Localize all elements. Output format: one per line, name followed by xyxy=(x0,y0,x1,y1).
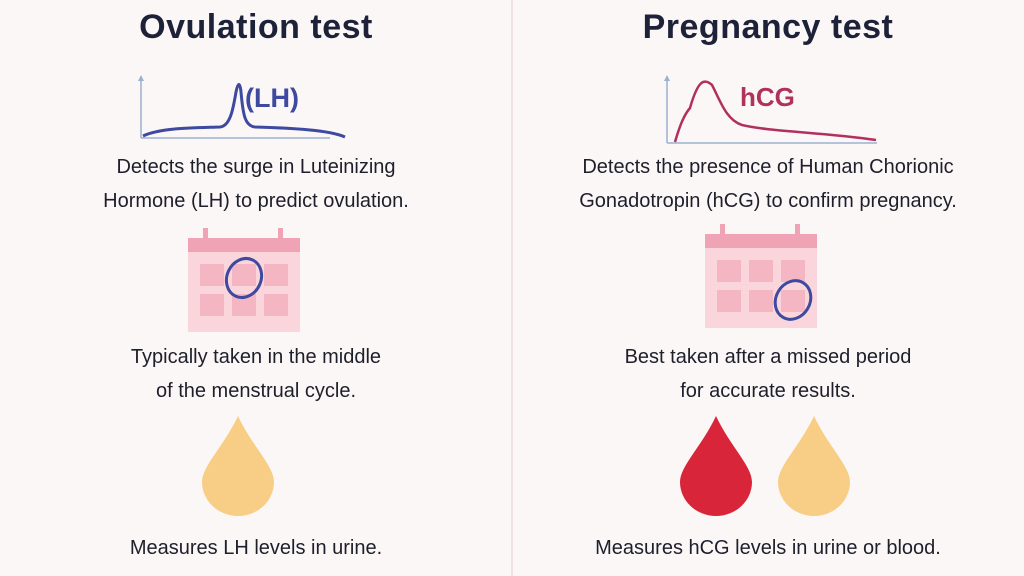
pregnancy-timing: Best taken after a missed period for acc… xyxy=(512,340,1024,408)
hcg-curve-graph: hCG xyxy=(664,75,877,144)
urine-drop-icon xyxy=(202,416,274,516)
ovulation-title: Ovulation test xyxy=(139,8,373,46)
pregnancy-description: Detects the presence of Human Chorionic … xyxy=(512,150,1024,218)
column-divider xyxy=(511,0,513,576)
description-line: Gonadotropin (hCG) to confirm pregnancy. xyxy=(579,190,957,212)
ovulation-column: Ovulation test (LH) Detects the surge in… xyxy=(0,8,512,559)
blood-drop-icon xyxy=(680,416,752,516)
ovulation-description: Detects the surge in Luteinizing Hormone… xyxy=(0,150,512,218)
pregnancy-title: Pregnancy test xyxy=(642,8,894,46)
pregnancy-column: Pregnancy test hCG Detects the presence … xyxy=(512,0,1024,576)
calendar-icon xyxy=(188,228,300,332)
timing-line: Best taken after a missed period xyxy=(624,346,912,368)
lh-curve-graph: (LH) xyxy=(138,75,346,139)
lh-graph-label: (LH) xyxy=(245,83,299,113)
ovulation-timing: Typically taken in the middle of the men… xyxy=(0,340,512,408)
pregnancy-sample: Measures hCG levels in urine or blood. xyxy=(595,537,941,559)
calendar-icon xyxy=(705,224,817,328)
timing-line: of the menstrual cycle. xyxy=(155,380,357,402)
marked-date-circle xyxy=(773,279,813,321)
description-line: Detects the presence of Human Chorionic xyxy=(582,156,954,178)
hcg-graph-label: hCG xyxy=(740,82,795,112)
ovulation-sample: Measures LH levels in urine. xyxy=(129,537,383,559)
description-line: Detects the surge in Luteinizing xyxy=(116,156,396,178)
marked-date-circle xyxy=(224,257,264,299)
description-line: Hormone (LH) to predict ovulation. xyxy=(103,190,409,212)
timing-line: Typically taken in the middle xyxy=(130,346,382,368)
urine-drop-icon xyxy=(778,416,850,516)
timing-line: for accurate results. xyxy=(680,380,856,402)
